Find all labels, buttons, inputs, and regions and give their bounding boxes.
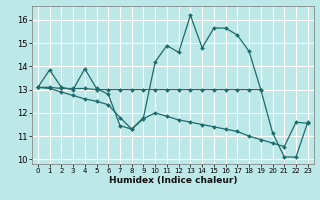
X-axis label: Humidex (Indice chaleur): Humidex (Indice chaleur) (108, 176, 237, 185)
